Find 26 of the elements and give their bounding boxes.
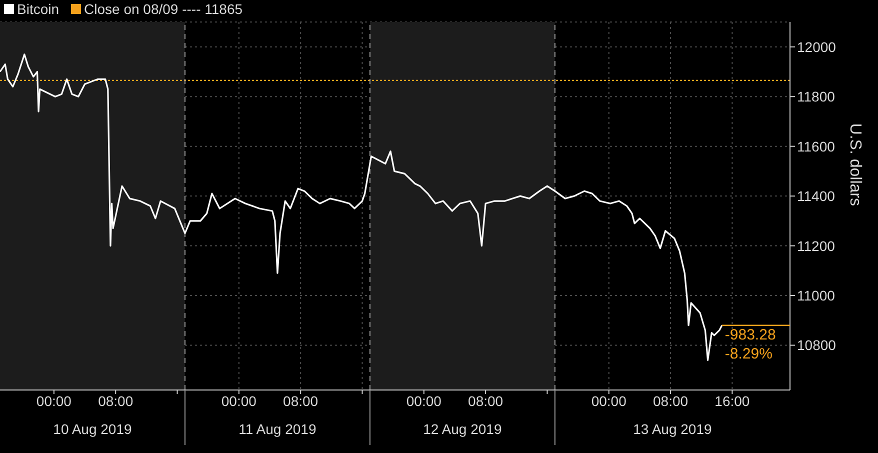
x-tick-label: 00:00: [36, 392, 72, 409]
annotation: -8.29%: [724, 345, 772, 362]
x-tick-label: 00:00: [221, 392, 257, 409]
legend-label: Close on 08/09 ---- 11865: [84, 0, 243, 18]
annotation: -983.28: [724, 326, 776, 344]
y-tick-label: 11800: [797, 88, 836, 105]
x-tick-label: 08:00: [653, 392, 688, 409]
x-tick-label: 00:00: [406, 392, 442, 409]
x-tick-label: 08:00: [283, 392, 318, 409]
y-tick-label: 11200: [797, 238, 836, 254]
text: 12 Aug 2019: [423, 421, 502, 437]
text: 11 Aug 2019: [238, 421, 316, 437]
x-tick-label: 08:00: [468, 392, 504, 409]
y-tick-label: 12000: [797, 38, 836, 55]
line-series: [0, 54, 723, 361]
text: 10 Aug 2019: [53, 421, 132, 437]
y-tick-label: 11400: [797, 188, 836, 204]
y-tick-label: 11600: [797, 138, 836, 154]
y-tick-label: 11000: [797, 287, 836, 304]
legend-label: Bitcoin: [17, 0, 60, 18]
y-tick-label: 10800: [797, 337, 836, 354]
text: 13 Aug 2019: [633, 421, 712, 437]
x-tick-label: 08:00: [98, 392, 134, 409]
x-tick-label: 00:00: [591, 392, 627, 409]
x-tick-label: 16:00: [714, 392, 750, 409]
y-axis-title: U.S. dollars: [846, 123, 864, 206]
